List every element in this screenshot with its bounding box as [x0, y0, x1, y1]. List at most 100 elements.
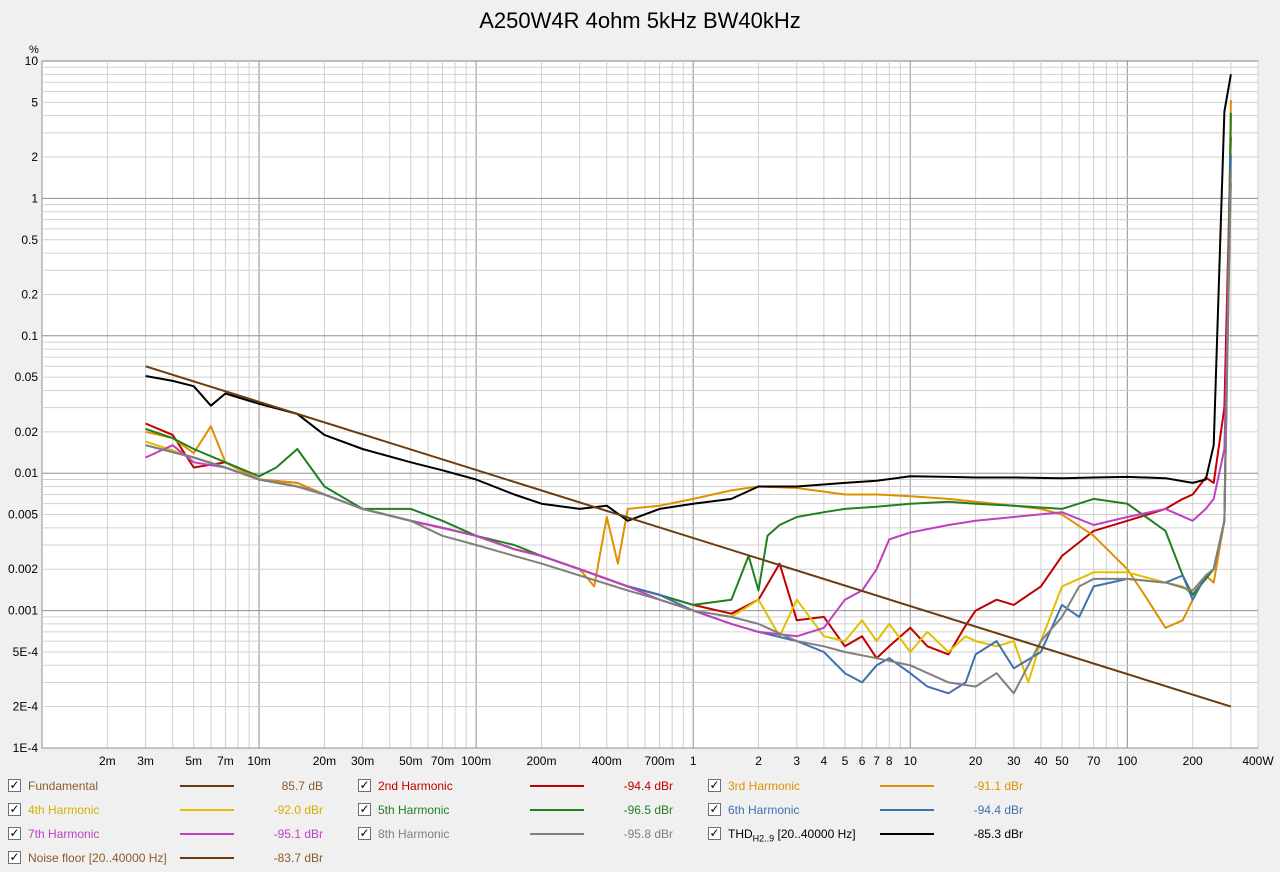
legend-label: 5th Harmonic — [378, 803, 450, 817]
legend-value: -95.8 dBr — [623, 827, 673, 841]
x-tick-label: 2 — [755, 754, 762, 768]
y-tick-label: 2E-4 — [13, 700, 39, 714]
x-tick-label: 6 — [859, 754, 866, 768]
x-tick-label: 100 — [1117, 754, 1137, 768]
checkbox-6th-harmonic[interactable]: ✓ — [708, 802, 721, 816]
y-tick-label: 0.002 — [8, 562, 38, 576]
legend-swatch — [180, 833, 234, 835]
checkbox-fundamental[interactable]: ✓ — [8, 778, 21, 792]
x-tick-label: 100m — [461, 754, 491, 768]
legend-label: 6th Harmonic — [728, 803, 800, 817]
x-tick-label: 10m — [247, 754, 270, 768]
checkbox-4th-harmonic[interactable]: ✓ — [8, 802, 21, 816]
series-line-5th-harmonic — [145, 112, 1232, 606]
x-tick-label: 30m — [351, 754, 374, 768]
x-tick-label: 30 — [1007, 754, 1021, 768]
legend-item-thd[interactable]: ✓ THDH2..9 [20..40000 Hz] -85.3 dBr — [708, 824, 1048, 844]
legend-label: 4th Harmonic — [28, 803, 100, 817]
legend-value: -94.4 dBr — [623, 779, 673, 793]
x-tick-label: 8 — [886, 754, 893, 768]
thd-label-tail: [20..40000 Hz] — [774, 827, 856, 841]
x-tick-label: 2m — [99, 754, 116, 768]
legend-item-4th-harmonic[interactable]: ✓ 4th Harmonic -92.0 dBr — [8, 800, 348, 820]
y-tick-label: 5 — [31, 95, 38, 109]
series-line-noise-floor — [145, 365, 1232, 708]
legend-item-7th-harmonic[interactable]: ✓ 7th Harmonic -95.1 dBr — [8, 824, 348, 844]
x-axis-ticks: 2m 3m 5m 7m 10m 20m 30m 50m 70m 100m 200m 400m 700m 1… — [99, 754, 1274, 768]
y-tick-label: 0.005 — [8, 508, 38, 522]
legend-swatch — [880, 785, 934, 787]
x-tick-label: 20 — [969, 754, 983, 768]
legend-item-8th-harmonic[interactable]: ✓ 8th Harmonic -95.8 dBr — [358, 824, 698, 844]
x-tick-label: 10 — [904, 754, 918, 768]
x-tick-label: 50m — [399, 754, 422, 768]
y-axis-ticks: 10 5 2 1 0.5 0.2 0.1 0.05 0.02 0.01 0.005 0.002 0.00… — [8, 54, 38, 755]
y-tick-label: 5E-4 — [13, 645, 39, 659]
legend-swatch — [530, 809, 584, 811]
x-tick-label: 7 — [873, 754, 880, 768]
legend-item-5th-harmonic[interactable]: ✓ 5th Harmonic -96.5 dBr — [358, 800, 698, 820]
thd-label-sub: H2..9 — [752, 833, 775, 844]
y-tick-label: 0.2 — [21, 287, 38, 301]
legend-swatch — [880, 833, 934, 835]
legend-item-noise-floor[interactable]: ✓ Noise floor [20..40000 Hz] -83.7 dBr — [8, 848, 348, 868]
x-tick-label: 3 — [793, 754, 800, 768]
x-tick-label: 700m — [645, 754, 675, 768]
legend-label: THDH2..9 [20..40000 Hz] — [728, 824, 856, 848]
x-tick-label: 7m — [217, 754, 234, 768]
x-tick-label: 50 — [1055, 754, 1069, 768]
y-tick-label: 1 — [31, 191, 38, 205]
x-tick-label: 5m — [185, 754, 202, 768]
x-tick-label: 40 — [1034, 754, 1048, 768]
x-tick-label: 70m — [431, 754, 454, 768]
legend-swatch — [880, 809, 934, 811]
x-tick-label: 400m — [592, 754, 622, 768]
legend-item-2nd-harmonic[interactable]: ✓ 2nd Harmonic -94.4 dBr — [358, 776, 698, 796]
y-tick-label: 0.05 — [15, 370, 39, 384]
x-tick-label: 1 — [690, 754, 697, 768]
legend-item-fundamental[interactable]: ✓ Fundamental 85.7 dB — [8, 776, 348, 796]
x-tick-label: 3m — [137, 754, 154, 768]
legend-value: -91.1 dBr — [973, 779, 1023, 793]
legend-item-3rd-harmonic[interactable]: ✓ 3rd Harmonic -91.1 dBr — [708, 776, 1048, 796]
legend-value: -83.7 dBr — [273, 851, 323, 865]
legend-swatch — [530, 833, 584, 835]
legend-swatch — [180, 809, 234, 811]
legend-value: -95.1 dBr — [273, 827, 323, 841]
legend-value: -92.0 dBr — [273, 803, 323, 817]
legend-swatch — [180, 785, 234, 787]
legend-value: 85.7 dB — [281, 779, 323, 793]
legend-label: Noise floor [20..40000 Hz] — [28, 851, 167, 865]
checkbox-2nd-harmonic[interactable]: ✓ — [358, 778, 371, 792]
checkbox-3rd-harmonic[interactable]: ✓ — [708, 778, 721, 792]
thd-label-main: THD — [728, 827, 753, 841]
checkbox-thd[interactable]: ✓ — [708, 826, 721, 840]
checkbox-7th-harmonic[interactable]: ✓ — [8, 826, 21, 840]
y-tick-label: 0.1 — [21, 329, 38, 343]
legend-value: -94.4 dBr — [973, 803, 1023, 817]
checkbox-8th-harmonic[interactable]: ✓ — [358, 826, 371, 840]
legend-label: Fundamental — [28, 779, 99, 793]
x-tick-label: 400W — [1242, 754, 1274, 768]
x-tick-label: 200 — [1183, 754, 1203, 768]
y-tick-label: 1E-4 — [13, 741, 39, 755]
legend-value: -96.5 dBr — [623, 803, 673, 817]
legend-label: 8th Harmonic — [378, 827, 450, 841]
legend-value: -85.3 dBr — [973, 827, 1023, 841]
legend-label: 2nd Harmonic — [378, 779, 453, 793]
checkbox-5th-harmonic[interactable]: ✓ — [358, 802, 371, 816]
y-tick-label: 0.5 — [21, 233, 38, 247]
series-lines — [145, 74, 1232, 708]
x-tick-label: 20m — [313, 754, 336, 768]
legend-label: 7th Harmonic — [28, 827, 100, 841]
y-tick-label: 0.001 — [8, 604, 38, 618]
y-tick-label: 10 — [25, 54, 39, 68]
x-tick-label: 5 — [842, 754, 849, 768]
legend-swatch — [530, 785, 584, 787]
y-axis-unit: % — [29, 44, 39, 56]
y-tick-label: 0.01 — [15, 466, 39, 480]
series-line-8th-harmonic — [145, 170, 1232, 695]
legend-item-6th-harmonic[interactable]: ✓ 6th Harmonic -94.4 dBr — [708, 800, 1048, 820]
checkbox-noise-floor[interactable]: ✓ — [8, 850, 21, 864]
legend-swatch — [180, 857, 234, 859]
